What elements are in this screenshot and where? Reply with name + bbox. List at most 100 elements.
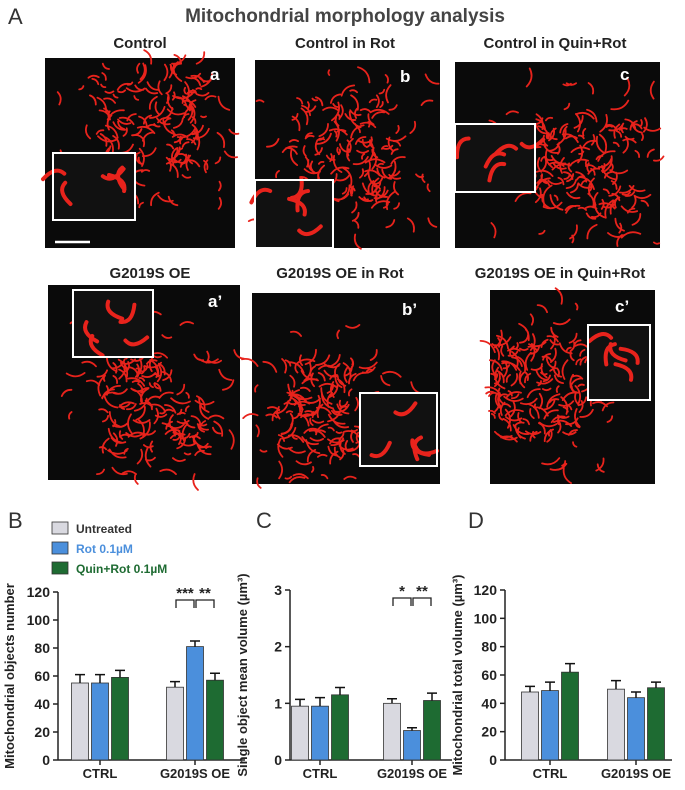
y-tick-label: 2 [274, 639, 282, 655]
error-bar [335, 686, 345, 695]
y-tick-label: 1 [274, 695, 282, 711]
bar [291, 705, 309, 761]
inset-mitochondria [249, 176, 323, 237]
inset-background [588, 325, 650, 400]
inset-mitochondria [41, 165, 127, 206]
image-label: b [400, 67, 410, 86]
inset-mitochondria [369, 401, 440, 462]
error-bar [651, 681, 661, 688]
error-bar [170, 680, 180, 688]
error-bar [295, 698, 305, 707]
y-tick-label: 40 [481, 695, 497, 711]
inset-frame [254, 179, 334, 249]
micrograph [454, 62, 665, 248]
x-tick-label: G2019S OE [601, 766, 671, 781]
inset-frame [359, 392, 438, 467]
micrograph [247, 60, 440, 250]
error-bar [387, 698, 397, 704]
y-tick-label: 120 [27, 584, 51, 600]
y-tick-label: 100 [474, 610, 498, 626]
y-tick-label: 0 [42, 752, 50, 768]
y-axis-label: Mitochondrial total volume (µm³) [450, 574, 465, 775]
error-bar [565, 662, 575, 673]
panel-label: B [8, 508, 23, 533]
image-label: a’ [208, 292, 222, 311]
y-tick-label: 0 [489, 752, 497, 768]
bar [561, 671, 579, 761]
x-tick-label: G2019S OE [160, 766, 230, 781]
y-tick-label: 120 [474, 582, 498, 598]
mitochondria [488, 67, 665, 247]
bar [383, 702, 401, 761]
y-tick-label: 60 [34, 668, 50, 684]
legend-label: Untreated [76, 522, 132, 536]
significance-bracket [392, 597, 412, 606]
bar [111, 677, 129, 761]
panel-label: C [256, 508, 272, 533]
y-tick-label: 60 [481, 667, 497, 683]
inset-mitochondria [454, 136, 546, 183]
y-axis-label: Mitochondrial objects number [2, 583, 17, 769]
image-title: Control in Quin+Rot [484, 35, 627, 52]
image-label: c [620, 65, 629, 84]
image-label: a [210, 65, 220, 84]
significance-label: * [399, 583, 405, 600]
inset-frame [587, 324, 651, 401]
inset-frame [52, 152, 136, 221]
image-title: Control [113, 35, 166, 52]
bar [331, 694, 349, 761]
image-title: G2019S OE in Rot [276, 265, 404, 282]
bar [166, 686, 184, 761]
error-bar [545, 681, 555, 691]
inset-frame [454, 123, 536, 193]
bar [186, 646, 204, 761]
inset-mitochondria [587, 332, 640, 382]
micrograph [48, 285, 245, 491]
y-tick-label: 20 [481, 724, 497, 740]
image-title: Control in Rot [295, 35, 395, 52]
bar [607, 688, 625, 761]
micrograph [479, 287, 655, 484]
x-tick-label: CTRL [83, 766, 118, 781]
inset-mitochondria [83, 299, 150, 358]
figure-title: Mitochondrial morphology analysis [185, 6, 505, 27]
bar [627, 697, 645, 761]
error-bar [190, 640, 200, 647]
y-tick-label: 40 [34, 696, 50, 712]
error-bar [525, 685, 535, 692]
micrograph [41, 49, 240, 248]
inset-background [455, 124, 535, 192]
bar [647, 687, 665, 761]
error-bar [75, 673, 85, 683]
bar [311, 705, 329, 761]
x-tick-label: CTRL [303, 766, 338, 781]
y-axis-label: Single object mean volume (µm³) [235, 573, 250, 776]
significance-bracket [175, 599, 195, 608]
y-tick-label: 3 [274, 582, 282, 598]
y-tick-label: 0 [274, 752, 282, 768]
image-label: b’ [402, 300, 417, 319]
image-title: G2019S OE in Quin+Rot [475, 265, 645, 282]
bar [206, 679, 224, 761]
image-label: c’ [615, 297, 629, 316]
significance-label: ** [199, 585, 211, 602]
bar [91, 682, 109, 761]
significance-bracket [195, 599, 215, 608]
bar [541, 690, 559, 761]
bar [423, 700, 441, 761]
error-bar [631, 691, 641, 698]
y-tick-label: 80 [34, 640, 50, 656]
inset-frame [72, 289, 154, 358]
bar [403, 730, 421, 761]
error-bar [210, 672, 220, 681]
y-tick-label: 20 [34, 724, 50, 740]
error-bar [611, 679, 621, 690]
panel-label: D [468, 508, 484, 533]
y-tick-label: 80 [481, 639, 497, 655]
error-bar [315, 696, 325, 707]
legend-label: Rot 0.1µM [76, 542, 133, 556]
error-bar [115, 669, 125, 678]
legend-swatch [51, 521, 69, 535]
